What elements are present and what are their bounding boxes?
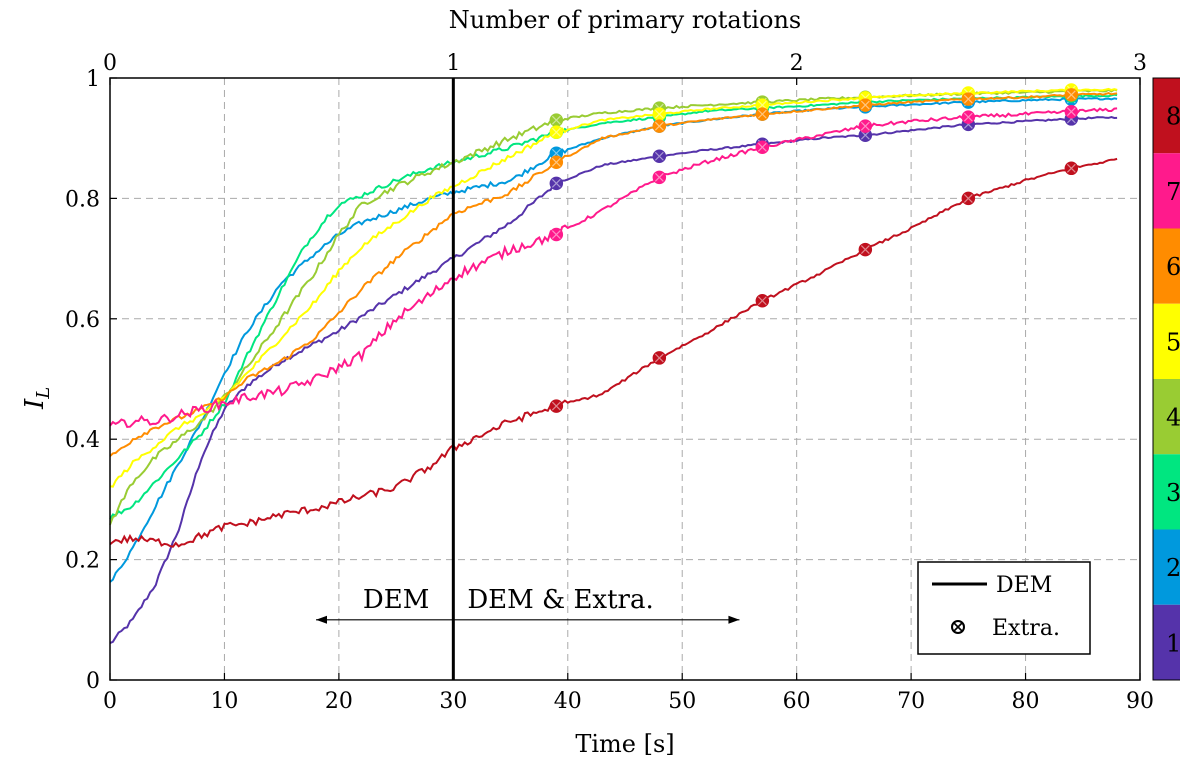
colorbar-segment bbox=[1153, 454, 1180, 530]
colorbar-segment bbox=[1153, 529, 1180, 605]
extra-marker-cross bbox=[654, 353, 664, 363]
arrow-head-left bbox=[316, 615, 327, 624]
x-tick-label: 50 bbox=[668, 689, 696, 714]
colorbar-label: 7 bbox=[1166, 178, 1180, 206]
extra-marker-cross bbox=[551, 401, 561, 411]
dem-label: DEM bbox=[363, 585, 429, 615]
extra-marker-cross bbox=[1066, 163, 1076, 173]
extra-marker-cross bbox=[757, 142, 767, 152]
x-tick-label: 10 bbox=[210, 689, 238, 714]
extra-marker-cross bbox=[551, 127, 561, 137]
colorbar-label: 2 bbox=[1166, 554, 1180, 582]
x-tick-label: 70 bbox=[897, 689, 925, 714]
x-tick-label: 20 bbox=[325, 689, 353, 714]
legend-box bbox=[917, 561, 1091, 655]
top-tick-label: 0 bbox=[103, 51, 117, 76]
plot-frame bbox=[109, 77, 1141, 681]
extra-marker-cross bbox=[757, 100, 767, 110]
legend-circle bbox=[951, 620, 965, 634]
top-tick-label: 1 bbox=[446, 51, 460, 76]
extra-markers bbox=[549, 83, 1079, 413]
legend-cross bbox=[953, 622, 963, 632]
legend-extra-swatch bbox=[951, 620, 965, 634]
extra-marker-cross bbox=[551, 148, 561, 158]
extra-marker-cross bbox=[860, 121, 870, 131]
x-axis-label: Time [s] bbox=[575, 730, 674, 758]
x-tick-label: 80 bbox=[1012, 689, 1040, 714]
colorbar-segment bbox=[1153, 153, 1180, 229]
colorbar-segment bbox=[1153, 604, 1180, 680]
colorbar-label: 8 bbox=[1166, 103, 1180, 131]
extra-marker-cross bbox=[963, 112, 973, 122]
legend: DEM Extra. bbox=[917, 561, 1091, 655]
y-tick-label: 0.4 bbox=[65, 428, 100, 453]
colorbar-label: 4 bbox=[1166, 404, 1180, 432]
colorbar-label: 1 bbox=[1166, 629, 1180, 657]
grid bbox=[110, 78, 1140, 680]
y-tick-label: 0.8 bbox=[65, 187, 100, 212]
y-axis-label-subscript: L bbox=[33, 387, 54, 400]
extra-marker-cross bbox=[963, 193, 973, 203]
extra-marker-cross bbox=[654, 121, 664, 131]
extra-marker-cross bbox=[551, 178, 561, 188]
extra-marker-cross bbox=[860, 100, 870, 110]
y-tick-label: 1 bbox=[86, 67, 100, 92]
series-line-4 bbox=[109, 88, 1118, 526]
series-line-5 bbox=[109, 87, 1118, 488]
x-tick-label: 60 bbox=[783, 689, 811, 714]
series-line-8 bbox=[109, 157, 1118, 548]
dem-range-arrow bbox=[316, 615, 740, 624]
y-tick-label: 0.6 bbox=[65, 308, 100, 333]
top-axis-label: Number of primary rotations bbox=[449, 6, 802, 34]
y-axis-label: IL bbox=[20, 387, 54, 410]
series-line-2 bbox=[109, 97, 1118, 583]
extra-marker-cross bbox=[963, 94, 973, 104]
extra-marker-cross bbox=[654, 109, 664, 119]
colorbar-label: 3 bbox=[1166, 479, 1180, 507]
series-line-7 bbox=[109, 107, 1118, 428]
x-tick-label: 90 bbox=[1126, 689, 1154, 714]
x-tick-label: 30 bbox=[439, 689, 467, 714]
extra-marker-cross bbox=[654, 172, 664, 182]
y-tick-label: 0 bbox=[86, 669, 100, 694]
colorbar-label: 6 bbox=[1166, 253, 1180, 281]
extra-marker-cross bbox=[551, 157, 561, 167]
legend-extra-label: Extra. bbox=[992, 616, 1060, 641]
series-line-6 bbox=[109, 92, 1118, 457]
colorbar-segment bbox=[1153, 228, 1180, 304]
extra-marker-cross bbox=[860, 130, 870, 140]
series-line-3 bbox=[109, 93, 1118, 520]
x-tick-label: 0 bbox=[103, 689, 117, 714]
colorbar-frame bbox=[1152, 77, 1180, 681]
extra-marker-cross bbox=[757, 296, 767, 306]
series-line-1 bbox=[109, 115, 1118, 645]
top-tick-label: 2 bbox=[790, 51, 804, 76]
colorbar: 8 7 6 5 4 3 2 1 bbox=[1152, 77, 1180, 681]
extra-marker-cross bbox=[860, 245, 870, 254]
y-axis-label-main: I bbox=[20, 398, 50, 410]
y-tick-label: 0.2 bbox=[65, 549, 100, 574]
dem-extra-label: DEM & Extra. bbox=[467, 585, 653, 615]
x-tick-label: 40 bbox=[554, 689, 582, 714]
colorbar-segment bbox=[1153, 303, 1180, 379]
extra-marker-cross bbox=[1066, 107, 1076, 117]
colorbar-segment bbox=[1153, 379, 1180, 455]
extra-marker-cross bbox=[757, 109, 767, 119]
series-lines bbox=[109, 87, 1118, 645]
legend-dem-label: DEM bbox=[996, 573, 1052, 598]
top-tick-label: 3 bbox=[1133, 51, 1147, 76]
arrow-head-right bbox=[728, 615, 740, 624]
colorbar-label: 5 bbox=[1166, 328, 1180, 356]
colorbar-segment bbox=[1153, 78, 1180, 154]
extra-marker-cross bbox=[551, 230, 561, 239]
extra-marker-cross bbox=[654, 151, 664, 161]
extra-marker-cross bbox=[551, 115, 561, 125]
extra-marker-cross bbox=[1066, 90, 1076, 100]
